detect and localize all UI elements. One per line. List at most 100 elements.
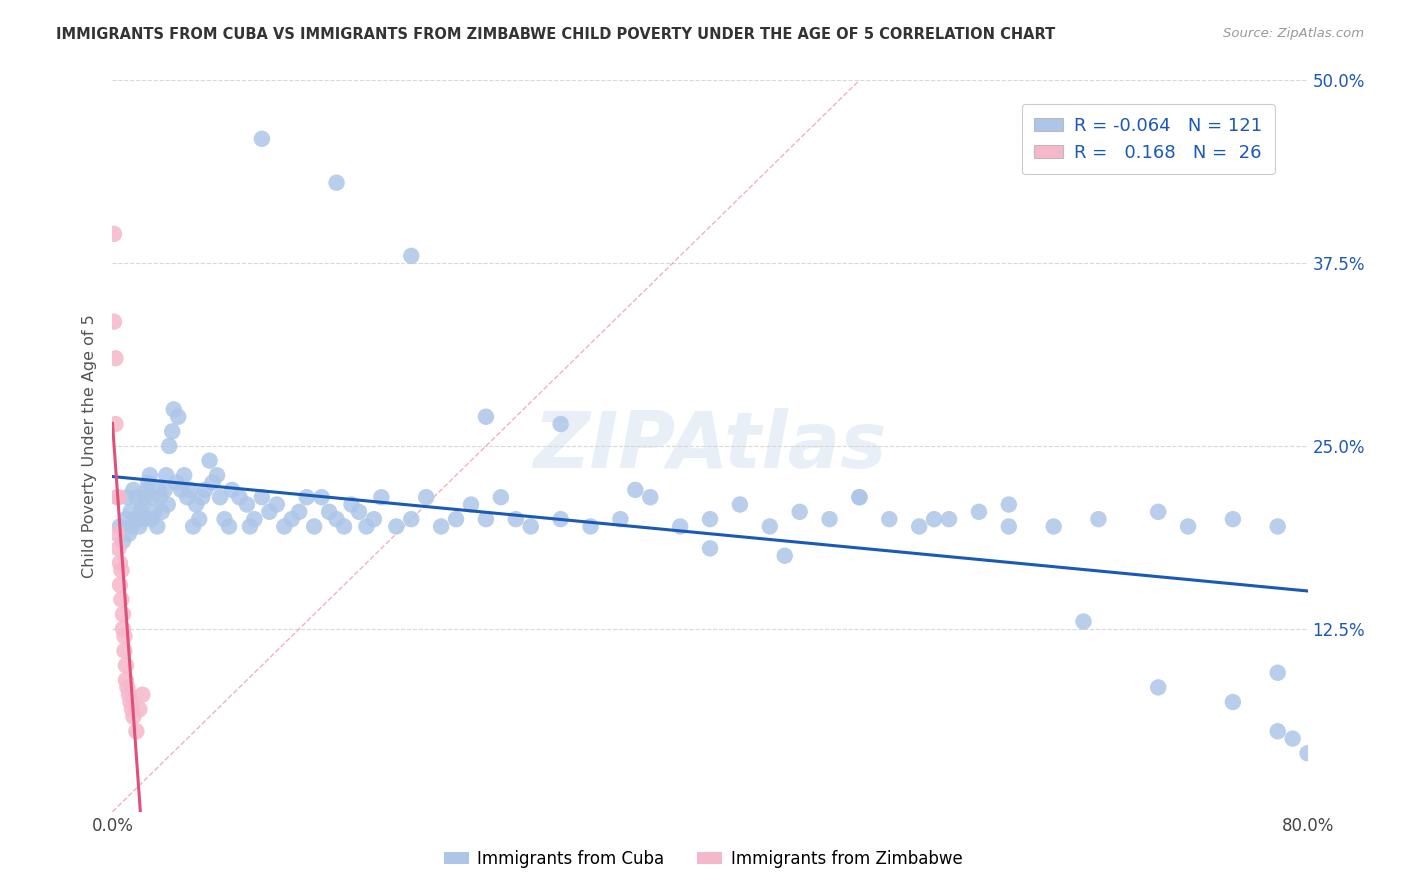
Point: [1073, 615, 1095, 629]
Point: [318, 505, 340, 519]
Point: [475, 512, 498, 526]
Point: [198, 453, 221, 467]
Point: [520, 519, 543, 533]
Point: [333, 519, 356, 533]
Point: [142, 490, 165, 504]
Point: [128, 519, 150, 533]
Point: [115, 673, 138, 687]
Legend: Immigrants from Cuba, Immigrants from Zimbabwe: Immigrants from Cuba, Immigrants from Zi…: [437, 844, 969, 875]
Point: [385, 519, 408, 533]
Point: [153, 483, 176, 497]
Point: [250, 490, 273, 504]
Point: [120, 505, 142, 519]
Point: [221, 483, 243, 497]
Point: [908, 519, 931, 533]
Point: [669, 519, 692, 533]
Point: [131, 498, 153, 512]
Point: [129, 505, 152, 519]
Point: [155, 468, 177, 483]
Point: [188, 512, 211, 526]
Point: [1281, 731, 1303, 746]
Point: [111, 534, 134, 549]
Point: [347, 505, 370, 519]
Point: [489, 490, 512, 504]
Point: [149, 490, 172, 504]
Point: [110, 563, 132, 577]
Point: [115, 512, 138, 526]
Point: [121, 702, 143, 716]
Point: [699, 541, 721, 556]
Point: [401, 249, 423, 263]
Point: [728, 498, 751, 512]
Point: [143, 505, 166, 519]
Point: [132, 512, 155, 526]
Point: [141, 512, 163, 526]
Point: [311, 490, 333, 504]
Point: [1222, 695, 1244, 709]
Point: [107, 541, 129, 556]
Point: [117, 681, 139, 695]
Point: [302, 519, 325, 533]
Point: [550, 417, 572, 431]
Point: [134, 490, 156, 504]
Legend: R = -0.064   N = 121, R =   0.168   N =  26: R = -0.064 N = 121, R = 0.168 N = 26: [1022, 104, 1275, 174]
Text: IMMIGRANTS FROM CUBA VS IMMIGRANTS FROM ZIMBABWE CHILD POVERTY UNDER THE AGE OF : IMMIGRANTS FROM CUBA VS IMMIGRANTS FROM …: [56, 27, 1056, 42]
Point: [444, 512, 467, 526]
Point: [150, 505, 173, 519]
Point: [162, 425, 183, 439]
Point: [122, 483, 145, 497]
Point: [156, 498, 179, 512]
Point: [273, 519, 295, 533]
Point: [105, 490, 128, 504]
Point: [176, 490, 198, 504]
Point: [295, 490, 318, 504]
Point: [191, 490, 214, 504]
Point: [122, 709, 145, 723]
Point: [967, 505, 990, 519]
Point: [1177, 519, 1199, 533]
Point: [266, 498, 288, 512]
Point: [370, 490, 392, 504]
Point: [415, 490, 437, 504]
Point: [356, 519, 378, 533]
Point: [922, 512, 945, 526]
Point: [505, 512, 527, 526]
Point: [1087, 512, 1109, 526]
Point: [281, 512, 304, 526]
Point: [148, 483, 170, 497]
Point: [120, 695, 142, 709]
Point: [163, 402, 186, 417]
Point: [121, 519, 143, 533]
Point: [107, 490, 129, 504]
Point: [110, 592, 132, 607]
Point: [773, 549, 796, 563]
Point: [236, 498, 259, 512]
Point: [1267, 665, 1289, 680]
Point: [243, 512, 266, 526]
Point: [998, 519, 1021, 533]
Point: [340, 498, 363, 512]
Point: [624, 483, 647, 497]
Point: [108, 519, 131, 533]
Point: [131, 688, 153, 702]
Point: [401, 512, 423, 526]
Point: [103, 315, 125, 329]
Point: [170, 483, 193, 497]
Point: [640, 490, 662, 504]
Point: [1222, 512, 1244, 526]
Point: [475, 409, 498, 424]
Point: [118, 526, 141, 541]
Point: [1042, 519, 1064, 533]
Point: [789, 505, 811, 519]
Text: ZIPAtlas: ZIPAtlas: [533, 408, 887, 484]
Point: [166, 475, 188, 490]
Point: [105, 526, 128, 541]
Point: [205, 468, 228, 483]
Point: [138, 475, 160, 490]
Point: [288, 505, 311, 519]
Point: [363, 512, 385, 526]
Point: [108, 578, 131, 592]
Point: [430, 519, 453, 533]
Point: [173, 468, 195, 483]
Point: [104, 351, 127, 366]
